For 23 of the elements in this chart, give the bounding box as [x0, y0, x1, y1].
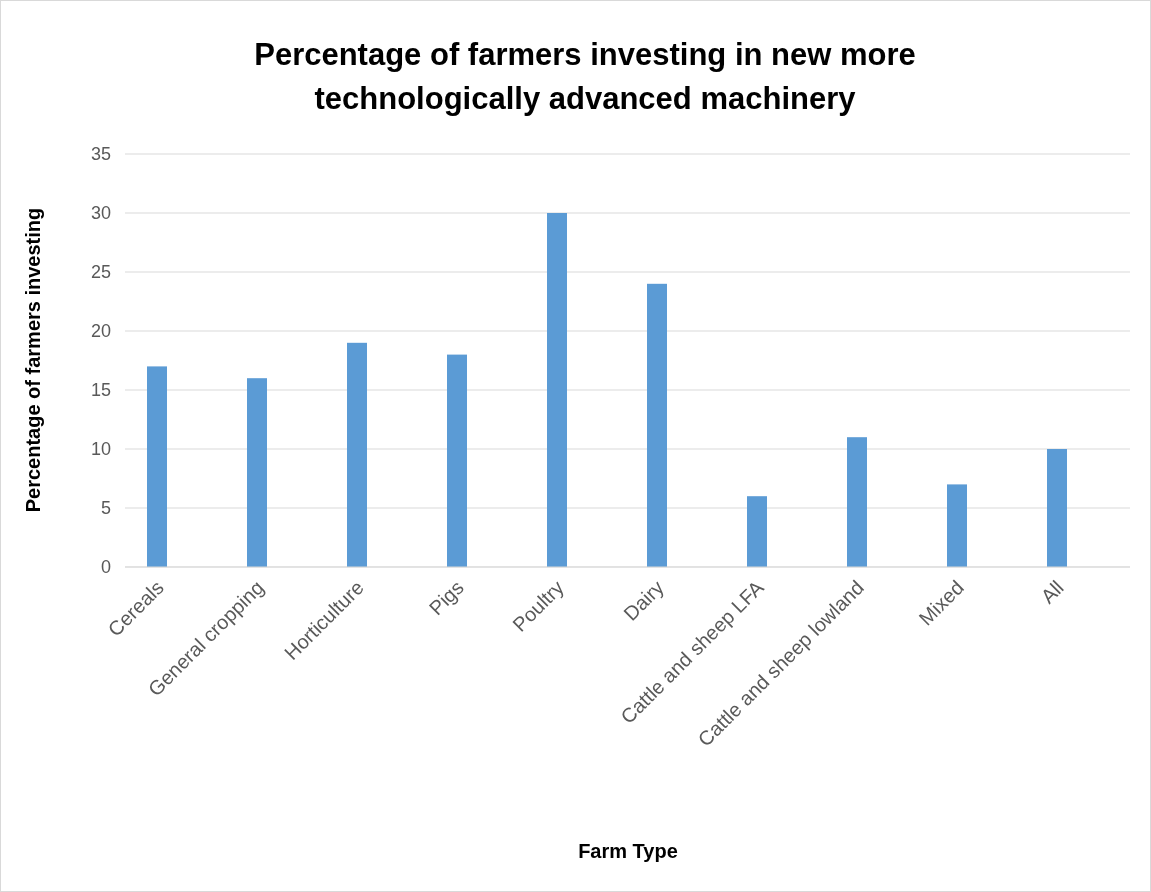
y-tick-label: 5: [100, 498, 111, 519]
bar: [347, 342, 367, 567]
y-tick-label: 30: [90, 203, 111, 224]
bar: [547, 213, 567, 567]
bar: [447, 354, 467, 567]
x-tick-label: Pigs: [424, 576, 468, 620]
bar: [747, 496, 767, 567]
bar: [647, 283, 667, 567]
bar: [947, 484, 967, 567]
x-axis-title: Farm Type: [578, 840, 678, 862]
y-tick-label: 20: [90, 321, 111, 342]
y-tick-label: 10: [90, 439, 111, 460]
y-tick-label: 35: [90, 144, 111, 165]
y-tick-label: 0: [100, 557, 111, 578]
bar: [147, 366, 167, 567]
bar: [1047, 449, 1067, 567]
x-tick-label: All: [1036, 576, 1068, 608]
y-tick-label: 15: [90, 380, 111, 401]
y-axis-title: Percentage of farmers investing: [22, 207, 44, 513]
bar: [247, 378, 267, 567]
y-tick-label: 25: [90, 262, 111, 283]
bar: [847, 437, 867, 567]
chart-title: Percentage of farmers investing in new more technologically advanced machinery: [254, 37, 916, 116]
